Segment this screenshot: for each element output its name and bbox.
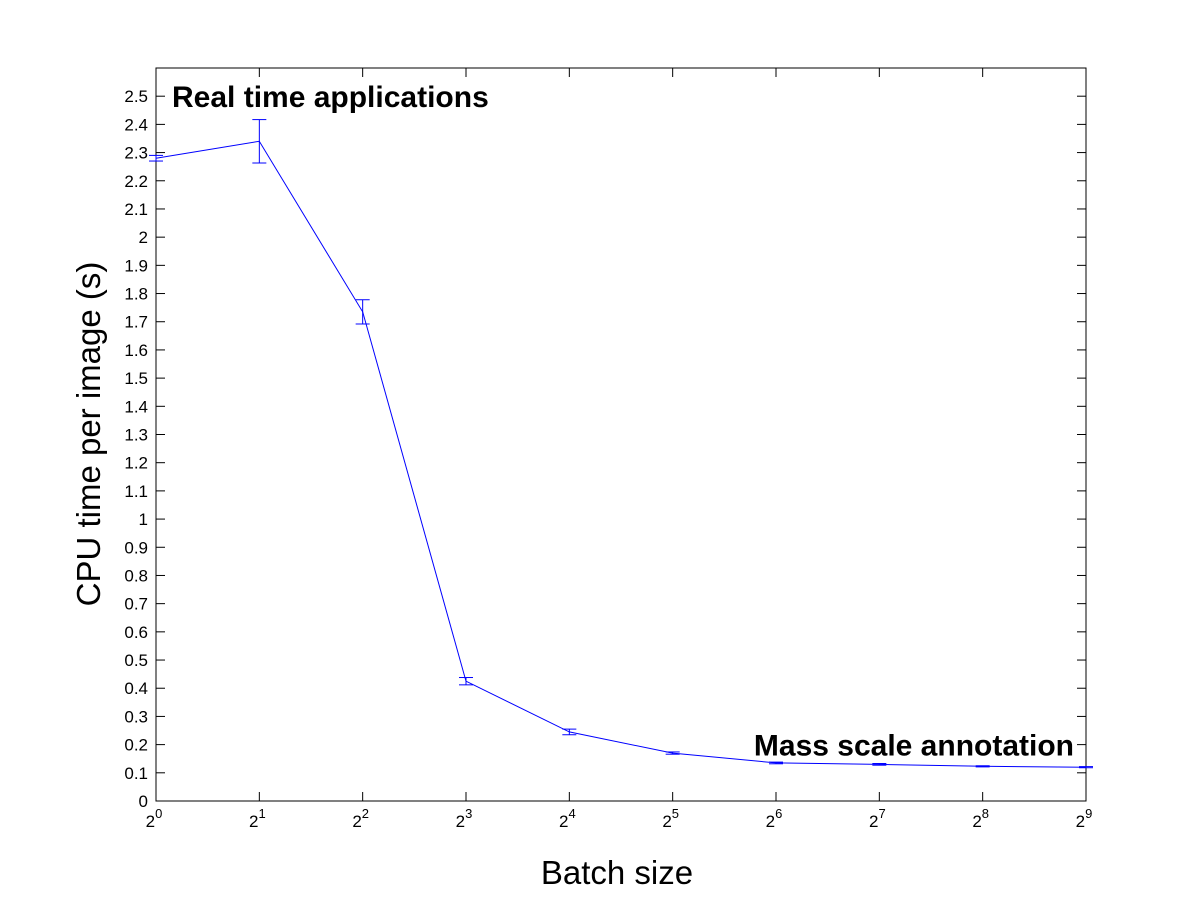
y-tick-label: 0.4 [124,679,148,698]
y-tick-label: 0.7 [124,595,148,614]
x-tick-label: 21 [249,806,266,831]
y-tick-label: 1 [139,510,148,529]
y-tick-label: 2.5 [124,87,148,106]
x-tick-label-exponent: 8 [982,806,989,821]
series-layer [149,119,1093,769]
annotation-mass-scale: Mass scale annotation [754,730,1074,763]
error-bar [665,751,680,755]
error-bar [355,299,370,325]
x-tick-label-base: 2 [766,812,775,831]
x-tick-label-base: 2 [352,812,361,831]
x-tick-label-exponent: 2 [362,806,369,821]
x-tick-label-base: 2 [146,812,155,831]
y-tick-label: 0.2 [124,736,148,755]
error-bar [1079,766,1093,769]
y-tick-label: 0.3 [124,707,148,726]
y-tick-label: 2 [139,228,148,247]
y-tick-label: 1.9 [124,256,148,275]
x-tick-label: 22 [352,806,369,831]
x-tick-label: 20 [146,806,163,831]
y-tick-label: 1.5 [124,369,148,388]
y-tick-label: 0 [139,792,148,811]
y-tick-label: 1.2 [124,454,148,473]
x-tick-label-exponent: 7 [878,806,885,821]
x-tick-label-exponent: 9 [1085,806,1092,821]
x-tick-label-base: 2 [249,812,258,831]
y-tick-label: 1.6 [124,341,148,360]
error-bar [149,154,163,162]
x-tick-label-exponent: 3 [465,806,472,821]
y-tick-label: 0.6 [124,623,148,642]
x-tick-label-base: 2 [662,812,671,831]
x-tick-label-exponent: 4 [568,806,575,821]
x-tick-label-exponent: 0 [155,806,162,821]
x-tick-label-base: 2 [1076,812,1085,831]
x-tick-label-base: 2 [456,812,465,831]
y-tick-label: 0.5 [124,651,148,670]
error-bar [459,677,473,686]
y-axis-title: CPU time per image (s) [70,262,107,607]
x-tick-label-base: 2 [972,812,981,831]
error-bar [769,761,783,765]
x-tick-label-base: 2 [869,812,878,831]
y-tick-label: 2.3 [124,144,148,163]
y-tick-label: 0.9 [124,538,148,557]
annotation-layer: Real time applications Mass scale annotat… [172,81,1074,762]
x-axis-title: Batch size [541,854,693,891]
y-tick-label: 2.4 [124,115,148,134]
x-tick-label: 23 [456,806,473,831]
y-axis-ticks: 0 0.1 0.2 0.3 0.4 0.5 0.6 0.7 0.8 0.9 1 1.1 1.2 1.3 1.… [124,87,1086,811]
x-tick-label-base: 2 [559,812,568,831]
series-line [155,140,1087,768]
x-tick-label-exponent: 1 [258,806,265,821]
error-bar [562,728,577,736]
error-bar [252,119,267,164]
x-tick-label: 26 [766,806,783,831]
y-tick-label: 2.1 [124,200,148,219]
y-tick-label: 0.1 [124,764,148,783]
error-bar [872,763,887,766]
y-tick-label: 1.3 [124,426,148,445]
x-tick-label-exponent: 5 [672,806,679,821]
y-tick-label: 1.4 [124,397,148,416]
y-tick-label: 1.8 [124,285,148,304]
annotation-real-time: Real time applications [172,81,489,114]
x-tick-label: 27 [869,806,886,831]
x-tick-label-exponent: 6 [775,806,782,821]
x-axis-ticks: 20 21 22 23 24 25 26 27 28 29 [146,68,1093,831]
y-tick-label: 1.7 [124,313,148,332]
y-tick-label: 0.8 [124,566,148,585]
x-tick-label: 29 [1076,806,1093,831]
x-tick-label: 25 [662,806,679,831]
y-tick-label: 1.1 [124,482,148,501]
y-tick-label: 2.2 [124,172,148,191]
x-tick-label: 28 [972,806,989,831]
error-bar [975,765,990,768]
x-tick-label: 24 [559,806,576,831]
